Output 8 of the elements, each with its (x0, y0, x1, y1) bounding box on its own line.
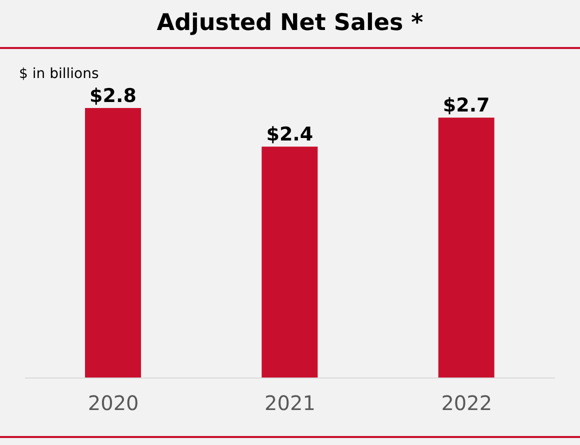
chart-title: Adjusted Net Sales * (156, 10, 424, 36)
data-label: $2.4 (266, 124, 314, 146)
x-tick-label: 2020 (88, 391, 139, 416)
data-label: $2.8 (90, 85, 136, 107)
x-tick-label: 2022 (441, 391, 492, 416)
x-tick-label: 2021 (264, 391, 316, 416)
data-label: $2.7 (442, 94, 490, 117)
text: $ in billions (19, 66, 99, 82)
